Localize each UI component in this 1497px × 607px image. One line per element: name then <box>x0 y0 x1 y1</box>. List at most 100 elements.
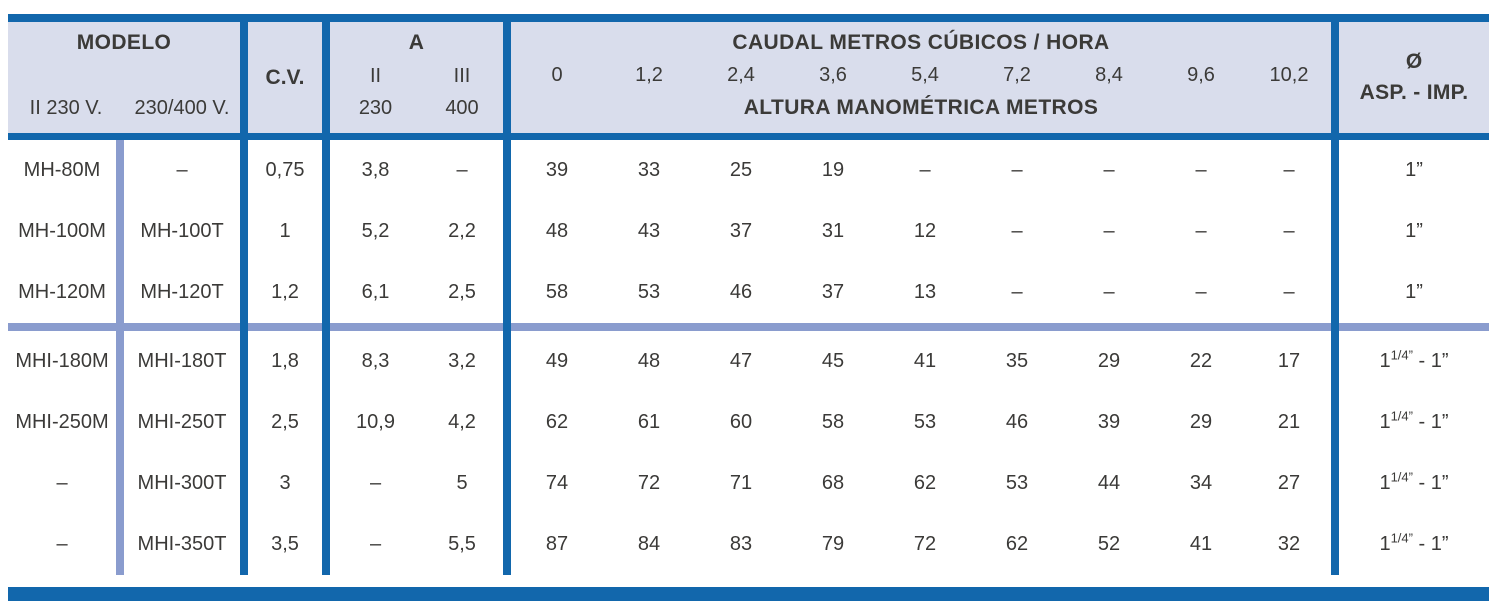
cell-head-0: 39 <box>511 140 603 201</box>
cell-head-9-6: – <box>1155 140 1247 201</box>
cell-diameter: 11/4” - 1” <box>1339 392 1489 453</box>
cell-head-2-4: 46 <box>695 262 787 323</box>
group-separator-cell <box>511 323 603 331</box>
diameter-value-post: - 1” <box>1412 472 1449 494</box>
header-amp-title: A <box>408 31 425 54</box>
cell-cv: 2,5 <box>248 392 330 453</box>
table-row: MH-80M –0,75 3,8–39 33 25 19– – – – –1” <box>8 140 1489 201</box>
group-separator-cell <box>603 323 695 331</box>
flow-value: 3,6 <box>819 64 847 86</box>
header-diameter: Ø ASP. - IMP. <box>1339 14 1489 140</box>
cell-head-10-2: 17 <box>1247 331 1339 392</box>
group-separator-cell <box>787 323 879 331</box>
diameter-value-post: ” <box>1416 281 1423 303</box>
cell-model-three: MH-100T <box>124 201 248 262</box>
flow-value: 0 <box>551 64 563 86</box>
cell-head-1-2: 84 <box>603 514 695 575</box>
cell-head-10-2: 27 <box>1247 453 1339 514</box>
cell-diameter: 11/4” - 1” <box>1339 331 1489 392</box>
flow-value: 5,4 <box>911 64 939 86</box>
cell-head-5-4: 53 <box>879 392 971 453</box>
group-separator-cell <box>248 323 330 331</box>
cell-diameter: 11/4” - 1” <box>1339 453 1489 514</box>
cell-amp-230: – <box>330 453 421 514</box>
table-header: MODELO II 230 V. 230/400 V. C.V. A <box>8 14 1489 140</box>
diameter-value-post: ” <box>1416 159 1423 181</box>
header-model-three-phase: 230/400 V. <box>134 97 230 119</box>
bottom-rule <box>8 587 1489 601</box>
cell-amp-400: 2,2 <box>421 201 511 262</box>
cell-head-7-2: 53 <box>971 453 1063 514</box>
cell-amp-400: 5 <box>421 453 511 514</box>
cell-model-single: MH-120M <box>8 262 124 323</box>
cell-model-single: MHI-250M <box>8 392 124 453</box>
cell-head-0: 62 <box>511 392 603 453</box>
diameter-value: 1 <box>1405 220 1417 242</box>
cell-head-3-6: 58 <box>787 392 879 453</box>
cell-amp-400: 3,2 <box>421 331 511 392</box>
cell-head-7-2: 35 <box>971 331 1063 392</box>
cell-head-5-4: 41 <box>879 331 971 392</box>
cell-head-7-2: – <box>971 201 1063 262</box>
group-separator-cell <box>1155 323 1247 331</box>
header-modelo-group: MODELO II 230 V. 230/400 V. <box>8 14 248 140</box>
diameter-value-post: - 1” <box>1412 350 1449 372</box>
header-amp-230: 230 <box>358 97 393 119</box>
cell-head-8-4: 29 <box>1063 331 1155 392</box>
group-separator-cell <box>1063 323 1155 331</box>
cell-head-0: 49 <box>511 331 603 392</box>
cell-cv: 0,75 <box>248 140 330 201</box>
table-row: – MHI-300T 3–5 74 72 71 68 62 53 44 34 27 11/4” - 1” <box>8 453 1489 514</box>
cell-head-7-2: – <box>971 140 1063 201</box>
group-separator-cell <box>1247 323 1339 331</box>
cell-head-5-4: 13 <box>879 262 971 323</box>
pump-spec-table: MODELO II 230 V. 230/400 V. C.V. A <box>8 14 1489 575</box>
cell-head-8-4: – <box>1063 262 1155 323</box>
diameter-value: 1 <box>1379 350 1391 372</box>
cell-head-1-2: 43 <box>603 201 695 262</box>
cell-head-8-4: – <box>1063 140 1155 201</box>
cell-model-three: MHI-250T <box>124 392 248 453</box>
table-row: – MHI-350T 3,5–5,5 87 84 83 79 72 62 52 41 32 11/4” … <box>8 514 1489 575</box>
cell-head-2-4: 25 <box>695 140 787 201</box>
cell-head-10-2: – <box>1247 140 1339 201</box>
group-separator-cell <box>971 323 1063 331</box>
header-caudal-title: CAUDAL METROS CÚBICOS / HORA <box>732 31 1110 54</box>
cell-model-three: MHI-350T <box>124 514 248 575</box>
cell-head-2-4: 83 <box>695 514 787 575</box>
cell-head-9-6: 41 <box>1155 514 1247 575</box>
cell-model-single: MH-80M <box>8 140 124 201</box>
cell-cv: 1 <box>248 201 330 262</box>
cell-head-9-6: 29 <box>1155 392 1247 453</box>
cell-head-3-6: 45 <box>787 331 879 392</box>
diameter-fraction: 1/4” <box>1390 530 1413 546</box>
cell-head-9-6: 22 <box>1155 331 1247 392</box>
cell-diameter: 1” <box>1339 201 1489 262</box>
cell-amp-230: – <box>330 514 421 575</box>
cell-head-5-4: 72 <box>879 514 971 575</box>
cell-head-5-4: – <box>879 140 971 201</box>
diameter-value-post: ” <box>1416 220 1423 242</box>
cell-head-2-4: 60 <box>695 392 787 453</box>
diameter-value: 1 <box>1405 159 1417 181</box>
cell-amp-230: 5,2 <box>330 201 421 262</box>
cell-head-5-4: 62 <box>879 453 971 514</box>
cell-cv: 3 <box>248 453 330 514</box>
cell-model-single: – <box>8 453 124 514</box>
cell-amp-400: 4,2 <box>421 392 511 453</box>
flow-value: 9,6 <box>1187 64 1215 86</box>
cell-diameter: 11/4” - 1” <box>1339 514 1489 575</box>
diameter-value: 1 <box>1379 472 1391 494</box>
diameter-fraction: 1/4” <box>1390 469 1413 485</box>
flow-value: 1,2 <box>635 64 663 86</box>
group-separator <box>8 323 1489 331</box>
header-diameter-label: ASP. - IMP. <box>1359 81 1469 104</box>
cell-head-10-2: 21 <box>1247 392 1339 453</box>
cell-amp-230: 8,3 <box>330 331 421 392</box>
cell-head-8-4: 39 <box>1063 392 1155 453</box>
group-separator-cell <box>879 323 971 331</box>
cell-cv: 1,8 <box>248 331 330 392</box>
cell-diameter: 1” <box>1339 262 1489 323</box>
flow-value: 8,4 <box>1095 64 1123 86</box>
cell-head-7-2: – <box>971 262 1063 323</box>
